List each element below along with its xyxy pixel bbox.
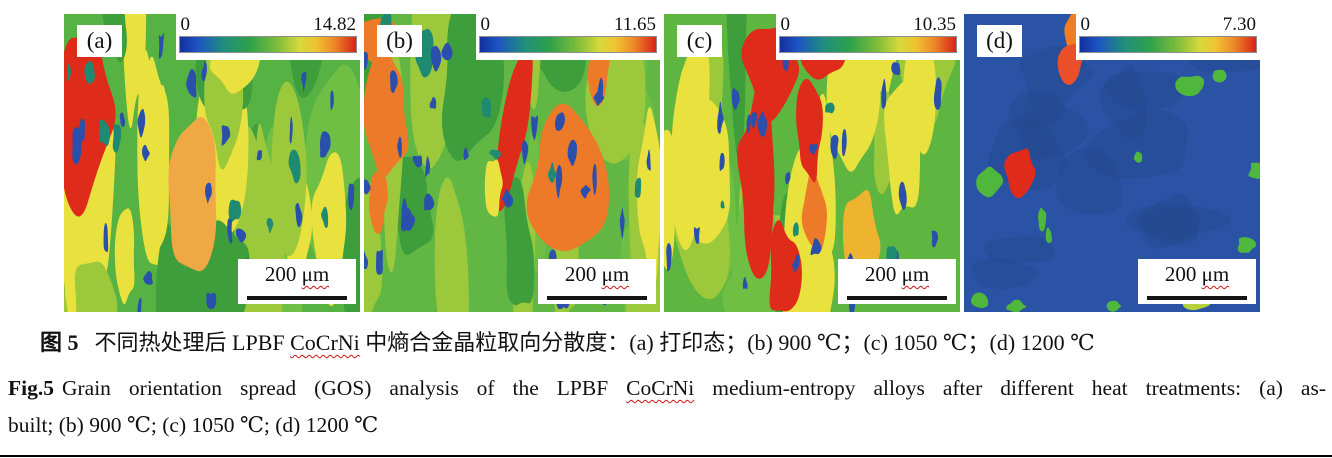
- panel-c: (c) 0 10.35 200 μm: [664, 14, 960, 312]
- colorbar-gradient: [1079, 36, 1257, 53]
- scale-bar-line: [247, 296, 347, 300]
- colorbar-max: 7.30: [1222, 14, 1256, 35]
- colorbar-min: 0: [780, 14, 790, 35]
- colorbar-min: 0: [180, 14, 190, 35]
- document-bottom-rule: [0, 455, 1332, 457]
- scale-unit: μm: [1201, 262, 1230, 286]
- scale-bar-text: 200 μm: [538, 262, 656, 286]
- colorbar-max: 10.35: [913, 14, 956, 35]
- scale-value: 200: [264, 262, 297, 286]
- caption-en-cocrni: CoCrNi: [626, 376, 695, 400]
- figure-number-zh: 图 5: [40, 330, 79, 355]
- caption-zh-cocrni: CoCrNi: [290, 330, 360, 355]
- colorbar-ticks: 0 10.35: [779, 14, 957, 36]
- colorbar-ticks: 0 14.82: [179, 14, 357, 36]
- panel-b-label-text: (b): [386, 28, 413, 53]
- caption-en-line1: Fig.5 Grain orientation spread (GOS) anal…: [8, 370, 1326, 407]
- panel-d-colorbar: 0 7.30: [1076, 14, 1260, 60]
- panel-a-label: (a): [77, 25, 122, 57]
- scale-bar-line: [1147, 296, 1247, 300]
- scale-unit: μm: [901, 262, 930, 286]
- panel-b: (b) 0 11.65 200 μm: [364, 14, 660, 312]
- colorbar-gradient: [779, 36, 957, 53]
- scale-bar-text: 200 μm: [238, 262, 356, 286]
- colorbar-gradient: [179, 36, 357, 53]
- scale-bar-line: [547, 296, 647, 300]
- panel-d-scale-bar: 200 μm: [1138, 259, 1256, 304]
- panel-a-label-text: (a): [86, 28, 113, 53]
- colorbar-ticks: 0 11.65: [479, 14, 657, 36]
- colorbar-min: 0: [480, 14, 490, 35]
- colorbar-max: 14.82: [313, 14, 356, 35]
- scale-bar-text: 200 μm: [1138, 262, 1256, 286]
- figure-number-en: Fig.5: [8, 376, 54, 400]
- colorbar-gradient: [479, 36, 657, 53]
- gos-map-d: [964, 14, 1260, 312]
- scale-value: 200: [1164, 262, 1197, 286]
- panel-b-scale-bar: 200 μm: [538, 259, 656, 304]
- panel-c-label-text: (c): [686, 28, 713, 53]
- scale-unit: μm: [301, 262, 330, 286]
- colorbar-max: 11.65: [613, 14, 656, 35]
- panel-c-colorbar: 0 10.35: [776, 14, 960, 60]
- panel-a-colorbar: 0 14.82: [176, 14, 360, 60]
- scale-bar-text: 200 μm: [838, 262, 956, 286]
- caption-en-text-2: medium-entropy alloys after different he…: [694, 376, 1326, 400]
- caption-en-text-1: Grain orientation spread (GOS) analysis …: [61, 376, 627, 400]
- panel-a: (a) 0 14.82 200 μm: [64, 14, 360, 312]
- panel-b-colorbar: 0 11.65: [476, 14, 660, 60]
- scale-bar-line: [847, 296, 947, 300]
- panel-d-label: (d): [977, 25, 1022, 57]
- caption-chinese: 图 5 不同热处理后 LPBF CoCrNi 中熵合金晶粒取向分散度：(a) 打印…: [40, 327, 1320, 359]
- scale-unit: μm: [601, 262, 630, 286]
- colorbar-ticks: 0 7.30: [1079, 14, 1257, 36]
- panel-c-scale-bar: 200 μm: [838, 259, 956, 304]
- panel-c-label: (c): [677, 25, 722, 57]
- panel-d: (d) 0 7.30 200 μm: [964, 14, 1260, 312]
- caption-en-line2: built; (b) 900 ℃; (c) 1050 ℃; (d) 1200 ℃: [8, 413, 379, 437]
- caption-zh-text-2: 中熵合金晶粒取向分散度：(a) 打印态；(b) 900 ℃；(c) 1050 ℃…: [359, 330, 1095, 355]
- scale-value: 200: [864, 262, 897, 286]
- panel-b-label: (b): [377, 25, 422, 57]
- scale-value: 200: [564, 262, 597, 286]
- caption-english: Fig.5 Grain orientation spread (GOS) anal…: [8, 370, 1326, 444]
- figure-5-panels: (a) 0 14.82 200 μm (b): [64, 14, 1260, 312]
- colorbar-min: 0: [1080, 14, 1090, 35]
- caption-zh-text-1: 不同热处理后 LPBF: [94, 330, 291, 355]
- panel-d-label-text: (d): [986, 28, 1013, 53]
- panel-a-scale-bar: 200 μm: [238, 259, 356, 304]
